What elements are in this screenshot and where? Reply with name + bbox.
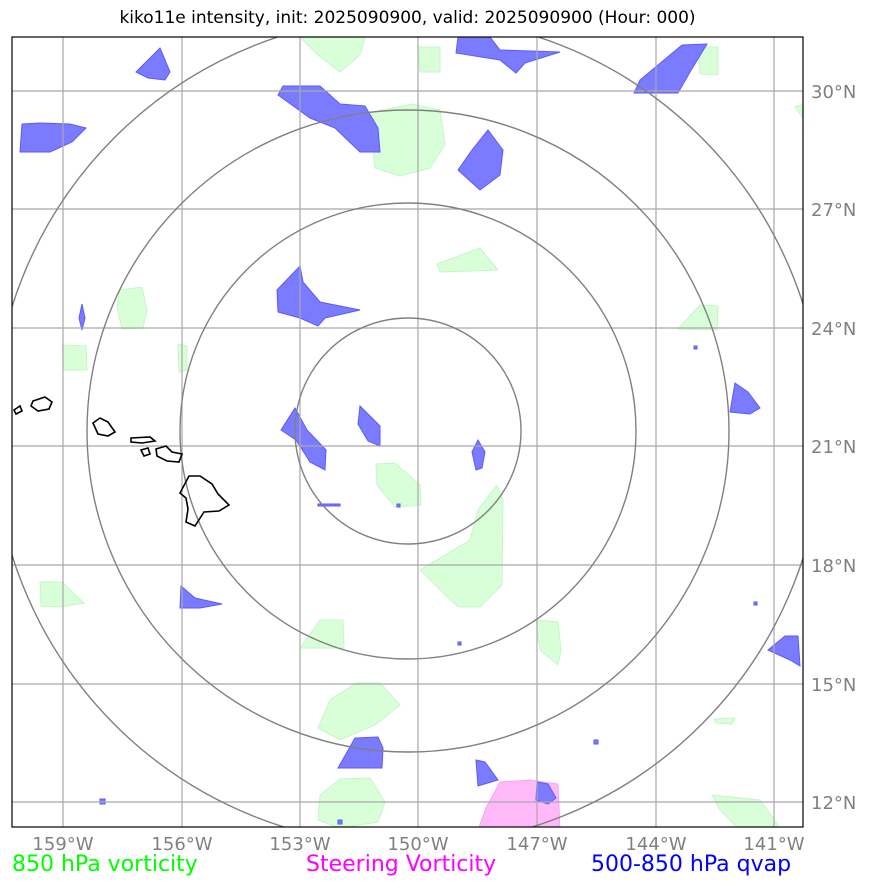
vorticity-area [116,286,148,330]
island-hawaii [178,475,231,528]
island-maui [155,445,184,463]
qvap-area [471,438,486,471]
range-ring [86,109,730,753]
qvap-area [455,37,561,74]
lat-label: 12°N [811,793,856,814]
vorticity-area [535,619,562,666]
qvap-area [277,85,381,153]
lon-label: 141°W [743,834,804,855]
qvap-area [179,584,223,609]
lon-label: 156°W [151,834,212,855]
vorticity-area [676,304,719,331]
vorticity-area [39,581,86,608]
island-niihau [12,404,24,416]
island-molokai [130,436,157,444]
vorticity-area [794,103,803,119]
qvap-area [535,781,557,805]
legend-850-vorticity: 850 hPa vorticity [12,852,198,877]
vorticity-area [375,462,422,508]
lat-label: 27°N [811,200,856,221]
vorticity-area [61,344,88,371]
qvap-area [19,122,87,153]
vorticity-850-areas [39,37,803,827]
qvap-area [78,303,86,331]
range-rings [12,37,803,827]
vorticity-area [317,682,401,741]
vorticity-area [299,619,345,649]
latitude-labels: 30°N 27°N 24°N 21°N 18°N 15°N 12°N [811,82,856,814]
qvap-area [457,129,504,191]
qvap-area [633,43,708,94]
lat-label: 24°N [811,319,856,340]
legend-steering-vorticity: Steering Vorticity [306,852,497,877]
qvap-area [135,47,171,81]
qvap-area [767,635,801,667]
lon-label: 150°W [387,834,448,855]
lat-label: 15°N [811,675,856,696]
qvap-area [729,382,761,415]
map-title: kiko11e intensity, init: 2025090900, val… [119,8,696,28]
lon-label: 153°W [269,834,330,855]
range-ring [294,317,522,545]
vorticity-area [317,777,386,827]
legend-qvap: 500-850 hPa qvap [591,852,792,877]
range-ring [179,202,637,660]
qvap-area [753,601,758,606]
island-kauai [30,396,53,412]
lat-label: 18°N [811,556,856,577]
qvap-area [317,503,341,507]
vorticity-area [711,794,779,827]
map-frame [11,36,804,828]
qvap-area [280,407,327,471]
vorticity-area [417,46,441,73]
vorticity-area [713,717,736,725]
qvap-area [337,819,343,825]
qvap-area [457,641,462,646]
qvap-area [396,503,401,508]
lon-label: 147°W [506,834,567,855]
qvap-area [337,736,384,769]
qvap-area [693,345,698,350]
vorticity-area [371,103,446,177]
island-oahu [91,417,117,437]
lat-label: 30°N [811,82,856,103]
qvap-area [357,404,381,447]
vorticity-area [436,247,500,273]
gridlines [12,37,803,827]
hawaii-coastline [12,396,231,528]
qvap-area [276,264,361,327]
island-lanai [139,447,152,457]
vorticity-area [419,483,504,608]
qvap-areas [19,37,801,825]
longitude-labels: 159°W 156°W 153°W 150°W 147°W 144°W 141°… [32,834,804,855]
lon-label: 144°W [625,834,686,855]
qvap-area [593,739,599,745]
lat-label: 21°N [811,437,856,458]
lon-label: 159°W [32,834,93,855]
qvap-area [475,759,499,787]
vorticity-area [697,46,719,76]
vorticity-area [299,37,366,73]
